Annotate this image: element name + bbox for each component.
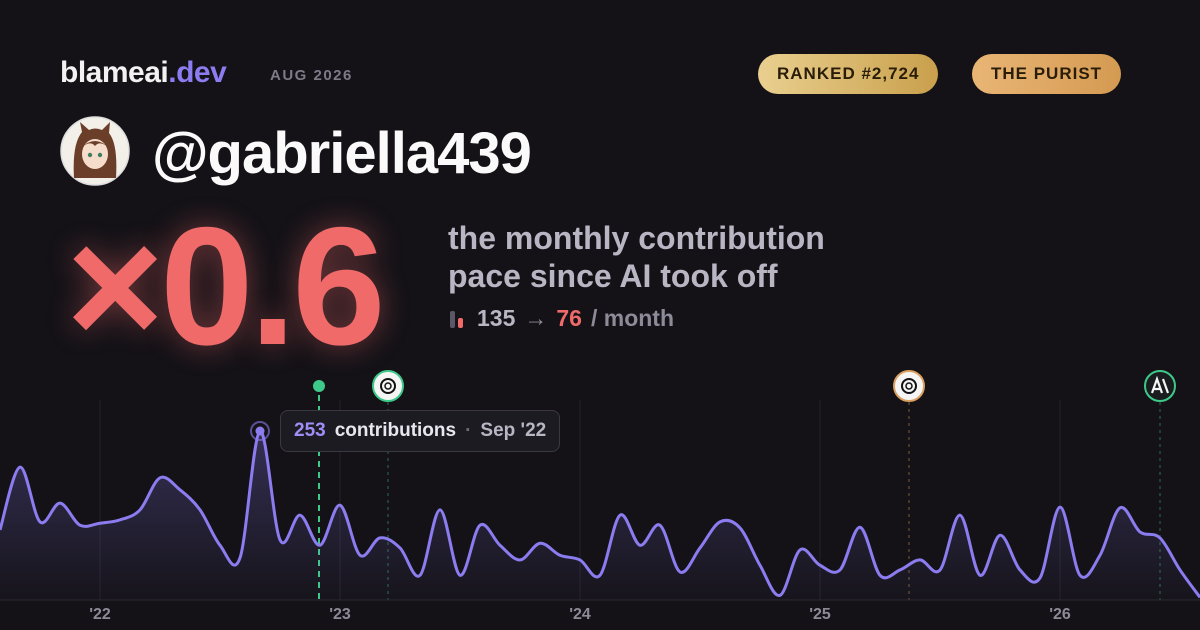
pace-before: 135: [477, 305, 516, 331]
handle: @gabriella439: [152, 121, 532, 186]
tooltip-value: 253: [294, 420, 326, 441]
pace-icon: [450, 310, 463, 328]
peak-halo: [250, 421, 270, 442]
brand-name: blameai: [60, 56, 169, 89]
avatar: [60, 116, 130, 186]
x-tick-label: '22: [89, 606, 111, 623]
stat-caption: pace since AI took off: [448, 258, 778, 294]
stat-caption: the monthly contribution: [448, 220, 825, 256]
openai-icon: [893, 370, 925, 402]
brand-tld: .dev: [168, 56, 227, 89]
line: [0, 429, 1200, 599]
multiplier: ×0.6: [66, 192, 386, 380]
rank-badge: RANKED #2,724: [758, 54, 939, 94]
tooltip-sep: ·: [465, 420, 472, 441]
event-dot: [313, 380, 325, 392]
date: AUG 2026: [270, 67, 353, 84]
pace-unit: / month: [590, 305, 675, 331]
x-tick-label: '24: [569, 606, 591, 623]
x-tick-label: '23: [329, 606, 351, 623]
brand: blameai.dev: [60, 56, 227, 90]
pace-arrow: →: [524, 305, 548, 331]
x-tick-label: '25: [809, 606, 831, 623]
openai-icon: [372, 370, 404, 402]
pace-after: 76: [556, 305, 582, 331]
x-tick-label: '26: [1049, 606, 1071, 623]
peak-point: [255, 426, 265, 436]
area: [0, 430, 1200, 600]
anthropic-icon: [1144, 370, 1176, 402]
tooltip-date: Sep '22: [480, 420, 547, 441]
pace: 135 → 76 / month: [448, 305, 674, 332]
tooltip: 253 contributions · Sep '22: [280, 410, 561, 452]
title-badge: THE PURIST: [972, 54, 1122, 94]
tooltip-label: contributions: [334, 420, 457, 441]
